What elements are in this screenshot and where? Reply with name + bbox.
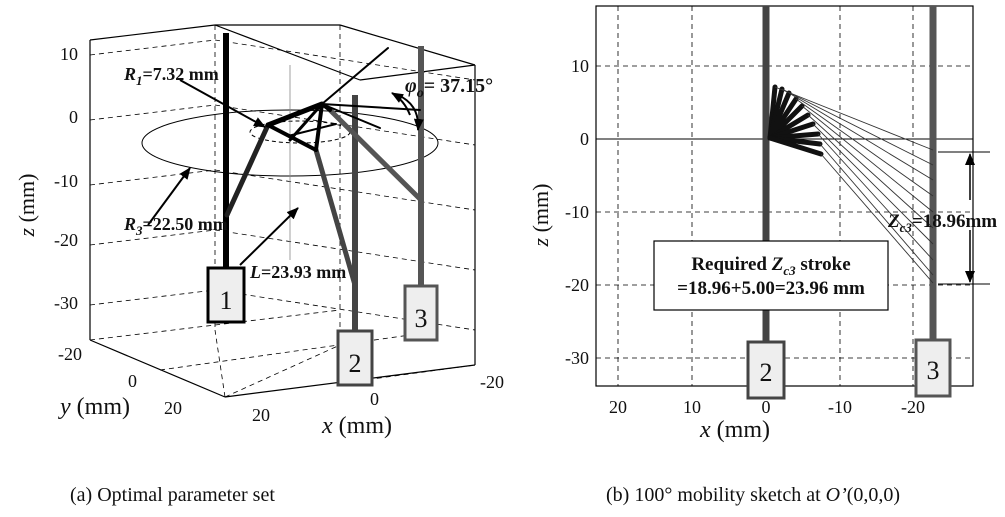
b-z-tick-0: 10 [571,56,589,76]
b-actuator-3-label: 3 [927,356,940,385]
panel-b-caption-post: (0,0,0) [846,484,901,506]
a-y-tick-0: -20 [58,344,82,364]
a-y-axis-label: y (mm) [58,394,130,420]
r3-arrow [147,167,191,226]
required-stroke-box [653,240,889,311]
r1-arrow [179,79,266,128]
mechanism-links [224,47,424,288]
b-actuator-2-label: 2 [760,358,773,387]
r3-annotation: R3=22.50 mm [123,214,228,238]
r1-annotation: R1=7.32 mm [123,64,219,88]
required-stroke-line2: =18.96+5.00=23.96 mm [677,278,865,299]
actuator-3-label: 3 [415,304,428,333]
required-stroke-line1: Required Zc3 stroke [691,254,850,278]
b-z-tick-1: 0 [580,129,589,149]
a-z-tick-0: 10 [60,44,78,64]
b-x-axis-label: x (mm) [699,417,770,443]
b-z-axis-label: z (mm) [528,184,553,248]
a-y-tick-1: 0 [128,371,137,391]
b-x-tick-1: 10 [683,397,701,417]
mobility-thin-links [774,86,934,284]
l-arrow [239,207,299,266]
b-z-tick-2: -10 [565,202,589,222]
panel-a-caption: (a) Optimal parameter set [70,484,275,506]
actuator-2-box [336,329,374,387]
a-x-tick-0: 20 [252,405,270,425]
panel-b-plot: Zc3=18.96mm Required Zc3 stroke =18.96+5… [528,5,997,443]
b-z-tick-4: -30 [565,348,589,368]
a-z-tick-2: -10 [54,171,78,191]
b-x-tick-2: 0 [762,397,771,417]
a-z-tick-1: 0 [69,107,78,127]
b-z-tick-3: -20 [565,275,589,295]
l-annotation: L=23.93 mm [249,262,346,282]
b-actuator-2-box [746,340,786,400]
panel-b-axes-box [595,5,974,387]
mobility-fan [767,84,824,157]
panel-b-caption-pre: (b) 100° mobility sketch at [606,484,826,506]
panel-a-plot: 1 2 3 10 0 -10 -20 -30 -20 0 20 20 0 -20… [14,24,504,439]
actuator-1-label: 1 [220,286,233,315]
panel-b-caption-origin: O’ [825,484,847,506]
a-x-tick-2: -20 [480,372,504,392]
b-actuator-3-box [914,338,952,398]
actuator-2-label: 2 [349,349,362,378]
actuator-3-box [403,284,439,342]
a-z-axis-label: z (mm) [14,174,39,238]
phi-annotation: φo= 37.15° [405,75,493,101]
a-z-tick-3: -20 [54,230,78,250]
zc3-annotation: Zc3=18.96mm [887,211,997,235]
a-x-axis-label: x (mm) [321,413,392,439]
a-y-tick-2: 20 [164,398,182,418]
b-x-tick-0: 20 [609,397,627,417]
actuator-1-box [206,266,246,324]
a-z-tick-4: -30 [54,293,78,313]
b-x-tick-3: -10 [828,397,852,417]
panel-b-caption: (b) 100° mobility sketch at O’(0,0,0) [606,484,900,507]
a-x-tick-1: 0 [370,389,379,409]
panel-b-grid [596,6,973,386]
b-x-tick-4: -20 [901,397,925,417]
